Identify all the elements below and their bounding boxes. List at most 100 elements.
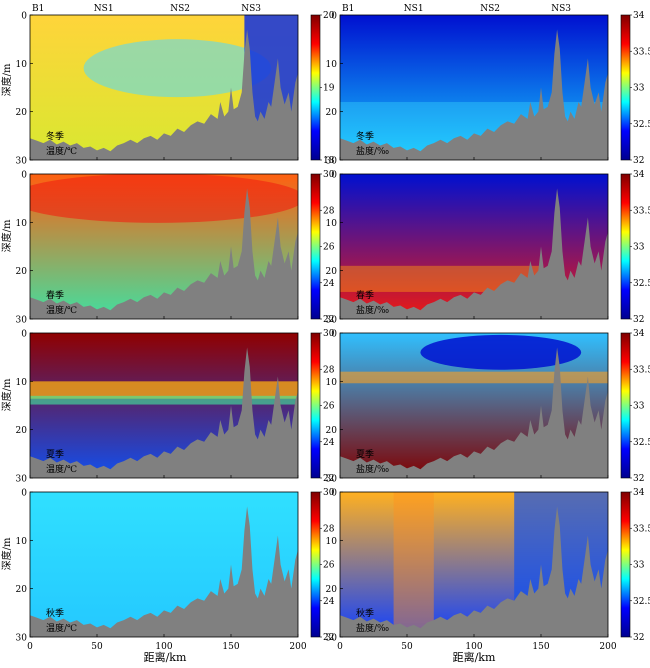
colorbar-gradient bbox=[620, 491, 631, 638]
colorbar-3: 32 32.5 33 33.5 34 bbox=[620, 170, 650, 325]
y-tick-label: 20 bbox=[16, 267, 28, 277]
station-label: B1 bbox=[342, 4, 354, 14]
fresh-core bbox=[420, 334, 582, 370]
y-tick-label: 0 bbox=[21, 12, 27, 22]
colorbar-tick-label: 26 bbox=[323, 402, 335, 412]
colorbar-5: 32 32.5 33 33.5 34 bbox=[620, 329, 650, 484]
colorbar-tick-label: 28 bbox=[323, 524, 335, 534]
y-tick-label: 0 bbox=[21, 330, 27, 340]
season-label: 秋季 bbox=[46, 607, 64, 619]
colorbar-7: 32 32.5 33 33.5 34 bbox=[620, 488, 650, 643]
colorbar-gradient bbox=[310, 173, 321, 320]
y-tick-label: 30 bbox=[16, 157, 28, 167]
colorbar-tick-label: 18 bbox=[323, 156, 335, 166]
variable-label: 盐度/‰ bbox=[356, 145, 389, 157]
colorbar-tick-label: 28 bbox=[323, 365, 335, 375]
y-tick-label: 20 bbox=[326, 108, 338, 118]
colorbar-gradient bbox=[620, 14, 631, 161]
y-tick-label: 0 bbox=[21, 171, 27, 181]
y-axis-label-row1: 深度/m bbox=[0, 63, 13, 96]
colorbar-2: 22 24 26 28 30 bbox=[310, 170, 335, 325]
colorbar-tick-label: 22 bbox=[323, 633, 334, 643]
y-tick-label: 20 bbox=[16, 585, 28, 595]
seafloor-terrain bbox=[30, 506, 298, 637]
y-axis-label-row2: 深度/m bbox=[0, 219, 13, 252]
station-label: NS3 bbox=[241, 4, 261, 14]
y-tick-label: 30 bbox=[16, 316, 28, 326]
colorbar-tick-label: 34 bbox=[633, 488, 645, 498]
y-tick-label: 30 bbox=[326, 316, 338, 326]
warm-surface bbox=[30, 174, 298, 223]
x-tick-label: 50 bbox=[401, 642, 413, 652]
colorbar-tick-label: 19 bbox=[323, 84, 335, 94]
colorbar-tick-label: 32.5 bbox=[633, 120, 650, 130]
y-tick-label: 20 bbox=[16, 108, 28, 118]
y-axis-label-row4: 深度/m bbox=[0, 537, 13, 570]
y-tick-label: 0 bbox=[331, 489, 337, 499]
colorbar-tick-label: 32 bbox=[633, 633, 644, 643]
x-axis-label-right: 距离/km bbox=[453, 650, 496, 664]
seafloor-terrain bbox=[30, 29, 298, 160]
season-label: 冬季 bbox=[46, 130, 64, 142]
x-tick-label: 50 bbox=[91, 642, 103, 652]
seafloor-terrain bbox=[340, 29, 608, 160]
y-tick-label: 0 bbox=[21, 489, 27, 499]
y-tick-label: 30 bbox=[16, 634, 28, 644]
seafloor-terrain bbox=[30, 188, 298, 319]
x-tick-label: 100 bbox=[155, 642, 172, 652]
variable-label: 温度/℃ bbox=[46, 304, 77, 316]
colorbar-tick-label: 26 bbox=[323, 243, 335, 253]
season-label: 春季 bbox=[356, 289, 374, 301]
y-tick-label: 10 bbox=[16, 219, 28, 229]
seafloor-terrain bbox=[30, 347, 298, 478]
colorbar-tick-label: 32 bbox=[633, 474, 644, 484]
colorbar-1: 32 32.5 33 33.5 34 bbox=[620, 11, 650, 166]
colorbar-tick-label: 33 bbox=[633, 243, 645, 253]
x-tick-label: 0 bbox=[337, 642, 343, 652]
colorbar-tick-label: 34 bbox=[633, 329, 645, 339]
thermocline-lower bbox=[30, 395, 298, 405]
station-label: NS1 bbox=[94, 4, 114, 14]
y-tick-label: 30 bbox=[326, 634, 338, 644]
colorbar-tick-label: 33.5 bbox=[633, 365, 650, 375]
y-tick-label: 10 bbox=[326, 378, 338, 388]
station-label: NS2 bbox=[480, 4, 500, 14]
colorbar-4: 22 24 26 28 30 bbox=[310, 329, 335, 484]
x-tick-label: 200 bbox=[599, 642, 616, 652]
colorbar-gradient bbox=[310, 491, 321, 638]
y-tick-label: 20 bbox=[326, 585, 338, 595]
x-tick-label: 200 bbox=[289, 642, 306, 652]
y-tick-label: 30 bbox=[326, 157, 338, 167]
y-tick-label: 20 bbox=[326, 426, 338, 436]
x-tick-label: 100 bbox=[465, 642, 482, 652]
colorbar-tick-label: 34 bbox=[633, 170, 645, 180]
variable-label: 温度/℃ bbox=[46, 622, 77, 634]
colorbar-gradient bbox=[310, 14, 321, 161]
seafloor-terrain bbox=[340, 506, 608, 637]
y-tick-label: 0 bbox=[331, 171, 337, 181]
variable-label: 温度/℃ bbox=[46, 145, 77, 157]
colorbar-tick-label: 33 bbox=[633, 561, 645, 571]
colorbar-tick-label: 24 bbox=[323, 279, 335, 289]
variable-label: 温度/℃ bbox=[46, 463, 77, 475]
cold-core bbox=[83, 39, 272, 98]
variable-label: 盐度/‰ bbox=[356, 463, 389, 475]
station-label: NS3 bbox=[551, 4, 571, 14]
colorbar-tick-label: 24 bbox=[323, 438, 335, 448]
colorbar-tick-label: 32.5 bbox=[633, 597, 650, 607]
x-tick-label: 0 bbox=[27, 642, 33, 652]
y-tick-label: 10 bbox=[326, 60, 338, 70]
variable-label: 盐度/‰ bbox=[356, 622, 389, 634]
y-tick-label: 10 bbox=[326, 219, 338, 229]
seafloor-terrain bbox=[340, 188, 608, 319]
y-tick-label: 30 bbox=[326, 475, 338, 485]
station-label: NS2 bbox=[170, 4, 190, 14]
station-label: B1 bbox=[32, 4, 44, 14]
